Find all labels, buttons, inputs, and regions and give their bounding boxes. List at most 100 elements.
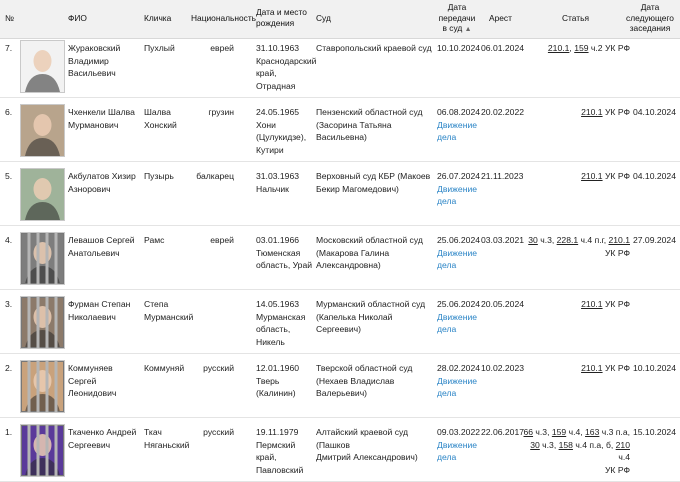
birth-cell: 24.05.1965 Хони (Цулукидзе), Кутири: [256, 107, 307, 155]
table-row: 4. Левашов Сергей Анатольевич Рамс еврей 03.0…: [0, 226, 680, 290]
article-cell: 30 ч.3, 228.1 ч.4 п.г, 210.1 УК РФ: [520, 234, 630, 259]
court-cell: Алтайский краевой суд (Пашков Дмитрий Але…: [316, 427, 418, 462]
article-line[interactable]: 210.1 УК РФ: [581, 171, 630, 181]
article-line[interactable]: 210.1 УК РФ: [581, 363, 630, 373]
arrest-date-cell: 20.02.2022: [481, 107, 525, 117]
birth-cell: 14.05.1963 Мурманская область, Никель: [256, 299, 306, 347]
article-cell: 66 ч.3, 159 ч.4, 163 ч.3 п.а, 30 ч.3, 158…: [520, 426, 630, 476]
fio-cell: Ткаченко Андрей Сергеевич: [68, 427, 137, 450]
nickname-cell: Шалва Хонский: [144, 107, 177, 130]
transfer-date-cell: 06.08.2024 Движение дела: [437, 106, 483, 144]
row-number: 7.: [5, 43, 13, 53]
nickname-cell: Пузырь: [144, 171, 174, 181]
nationality-cell: русский: [203, 363, 234, 373]
nickname-cell: Коммуняй: [144, 363, 185, 373]
arrest-date-cell: 21.11.2023: [481, 171, 524, 181]
header-nationality: Национальность: [191, 13, 257, 23]
arrest-date-cell: 22.06.2017: [481, 427, 525, 437]
nickname-cell: Пухлый: [144, 43, 175, 53]
article-cell: 210.1 УК РФ: [520, 362, 630, 375]
nationality-cell: балкарец: [196, 171, 234, 181]
table-row: 5. Акбулатов Хизир Азнорович Пузырь балкарец…: [0, 162, 680, 226]
nickname-cell: Рамс: [144, 235, 165, 245]
article-line[interactable]: 30 ч.3, 158 ч.4 п.а, б, 210 ч.4: [530, 439, 630, 463]
header-article: Статья: [562, 13, 589, 23]
header-next-hearing: Дата следующего заседания: [626, 2, 674, 33]
header-fio: ФИО: [68, 13, 87, 23]
court-cell: Московский областной суд (Макарова Галина…: [316, 235, 423, 270]
article-cell: 210.1 УК РФ: [520, 298, 630, 311]
article-line[interactable]: 210.1 УК РФ: [581, 299, 630, 309]
article-line[interactable]: 30 ч.3, 228.1 ч.4 п.г, 210.1: [528, 235, 630, 245]
article-cell: 210.1, 159 ч.2 УК РФ: [520, 42, 630, 55]
row-number: 4.: [5, 235, 13, 245]
case-movement-link[interactable]: Движение дела: [437, 183, 478, 207]
transfer-date-cell: 10.10.2024: [437, 43, 481, 53]
prison-bars-photo-icon[interactable]: [20, 424, 65, 477]
prison-bars-photo-icon[interactable]: [20, 360, 65, 413]
sort-ascending-icon: ▲: [464, 26, 472, 33]
article-line[interactable]: УК РФ: [604, 464, 630, 475]
header-court: Суд: [316, 13, 331, 23]
birth-cell: 19.11.1979 Пермский край, Павловский: [256, 427, 304, 475]
transfer-date-cell: 25.06.2024 Движение дела: [437, 234, 483, 272]
header-nick: Кличка: [144, 13, 172, 23]
birth-cell: 31.10.1963 Краснодарский край, Отрадная: [256, 43, 317, 91]
row-number: 2.: [5, 363, 13, 373]
case-movement-link[interactable]: Движение дела: [437, 247, 478, 271]
table-header: № ФИО Кличка Национальность Дата и место…: [0, 0, 680, 39]
birth-cell: 31.03.1963 Нальчик: [256, 171, 300, 194]
table-row: 3. Фурман Степан Николаевич Степа Мурманский…: [0, 290, 680, 354]
row-number: 1.: [5, 427, 13, 437]
header-arrest: Арест: [489, 13, 512, 23]
nickname-cell: Степа Мурманский: [144, 299, 194, 322]
fio-cell: Левашов Сергей Анатольевич: [68, 235, 135, 258]
court-cell: Пензенский областной суд (Засорина Татьян…: [316, 107, 423, 142]
article-line[interactable]: УК РФ: [604, 247, 630, 258]
arrest-date-cell: 03.03.2021: [481, 235, 525, 245]
arrest-date-cell: 20.05.2024: [481, 299, 525, 309]
portrait-photo-icon[interactable]: [20, 104, 65, 157]
header-num: №: [5, 13, 14, 23]
birth-cell: 03.01.1966 Тюменская область, Урай: [256, 235, 313, 270]
next-hearing-cell: 27.09.2024: [632, 235, 676, 245]
table-row: 7. Жураковский Владимир Васильевич Пухлый евр…: [0, 34, 680, 98]
table-row: 6. Чхенкели Шалва Мурманович Шалва Хонский гр…: [0, 98, 680, 162]
court-cell: Тверской областной суд (Нехаев Владислав …: [316, 363, 413, 398]
article-line[interactable]: 66 ч.3, 159 ч.4, 163 ч.3 п.а,: [523, 427, 630, 437]
fio-cell: Чхенкели Шалва Мурманович: [68, 107, 135, 130]
case-movement-link[interactable]: Движение дела: [437, 119, 478, 143]
portrait-photo-icon[interactable]: [20, 40, 65, 93]
transfer-date-cell: 26.07.2024 Движение дела: [437, 170, 483, 208]
header-birth: Дата и место рождения: [256, 7, 307, 28]
nationality-cell: еврей: [210, 235, 234, 245]
court-cell: Верховный суд КБР (Макоев Бекир Магомедов…: [316, 171, 431, 194]
next-hearing-cell: 04.10.2024: [632, 107, 676, 117]
fio-cell: Акбулатов Хизир Азнорович: [68, 171, 136, 194]
prison-bars-photo-icon[interactable]: [20, 232, 65, 285]
nationality-cell: русский: [203, 427, 234, 437]
header-transfer-date-sortable[interactable]: Дата передачи в суд ▲: [438, 2, 476, 33]
article-line[interactable]: 210.1 УК РФ: [581, 107, 630, 117]
article-cell: 210.1 УК РФ: [520, 170, 630, 183]
row-number: 5.: [5, 171, 13, 181]
article-line[interactable]: 210.1, 159 ч.2 УК РФ: [547, 43, 630, 53]
arrest-date-cell: 06.01.2024: [481, 43, 525, 53]
next-hearing-cell: 10.10.2024: [632, 363, 676, 373]
birth-cell: 12.01.1960 Тверь (Калинин): [256, 363, 300, 398]
case-movement-link[interactable]: Движение дела: [437, 375, 478, 399]
court-cell: Мурманский областной суд (Капелька Никола…: [316, 299, 426, 334]
transfer-date-cell: 28.02.2024 Движение дела: [437, 362, 483, 400]
table-row: 2. Коммуняев Сергей Леонидович Коммуняй русс…: [0, 354, 680, 418]
arrest-date-cell: 10.02.2023: [481, 363, 525, 373]
case-movement-link[interactable]: Движение дела: [437, 439, 478, 463]
portrait-photo-icon[interactable]: [20, 168, 65, 221]
nickname-cell: Ткач Няганьский: [144, 427, 190, 450]
row-number: 6.: [5, 107, 13, 117]
transfer-date-cell: 09.03.2022 Движение дела: [437, 426, 483, 464]
prison-bars-photo-icon[interactable]: [20, 296, 65, 349]
row-number: 3.: [5, 299, 13, 309]
table-row: 1. Ткаченко Андрей Сергеевич Ткач Няганьский…: [0, 418, 680, 482]
case-movement-link[interactable]: Движение дела: [437, 311, 478, 335]
court-cell: Ставропольский краевой суд: [316, 43, 432, 53]
